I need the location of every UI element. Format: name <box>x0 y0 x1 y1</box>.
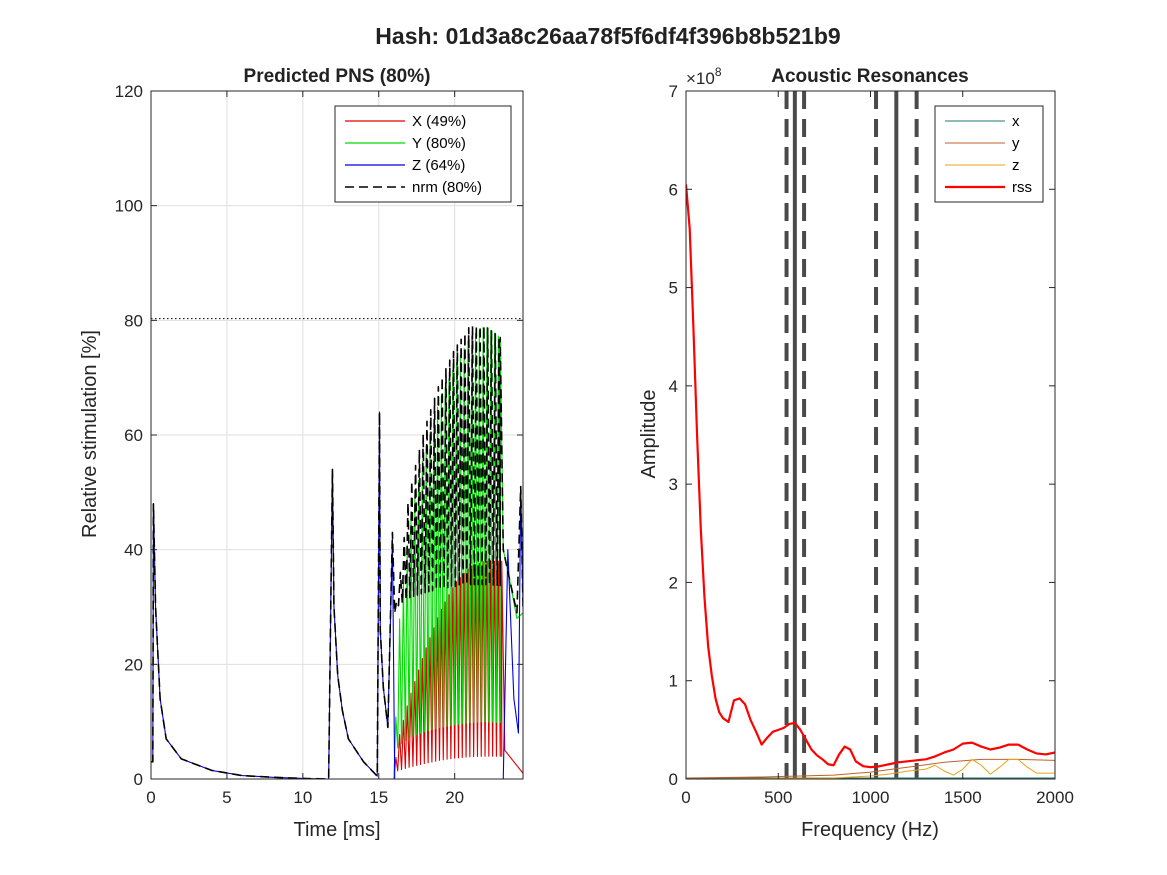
pns-x-tick-label: 20 <box>445 788 464 807</box>
acoustic-legend-label: x <box>1012 113 1020 130</box>
acoustic-x-tick-label: 2000 <box>1036 788 1074 807</box>
pns-legend-label: Z (64%) <box>412 157 465 174</box>
acoustic-legend-label: z <box>1012 157 1020 174</box>
pns-chart: Predicted PNS (80%) Time [ms] Relative s… <box>79 66 524 841</box>
pns-legend-box <box>334 105 512 203</box>
acoustic-y-tick-label: 1 <box>669 672 678 691</box>
acoustic-legend-label: y <box>1012 135 1020 152</box>
pns-y-tick-label: 120 <box>115 82 143 101</box>
acoustic-x-axis-label: Frequency (Hz) <box>801 819 939 841</box>
pns-y-tick-label: 0 <box>134 770 143 789</box>
acoustic-x-tick-label: 0 <box>681 788 690 807</box>
acoustic-legend: xyz rss <box>934 105 1044 203</box>
acoustic-chart-title: Acoustic Resonances <box>771 66 968 87</box>
acoustic-y-tick-label: 7 <box>669 82 678 101</box>
pns-y-axis-label: Relative stimulation [%] <box>79 330 101 538</box>
acoustic-plot-area <box>686 91 1055 779</box>
acoustic-x-tick-label: 500 <box>764 788 792 807</box>
pns-x-tick-label: 15 <box>369 788 388 807</box>
pns-x-tick-label: 10 <box>293 788 312 807</box>
acoustic-x-tick-label: 1500 <box>944 788 982 807</box>
acoustic-y-axis-label: Amplitude <box>638 390 660 479</box>
pns-x-axis-label: Time [ms] <box>293 819 380 841</box>
pns-x-tick-label: 5 <box>222 788 231 807</box>
pns-series-4 <box>151 325 523 779</box>
pns-y-tick-label: 80 <box>124 311 143 330</box>
acoustic-x-tick-label: 1000 <box>852 788 890 807</box>
acoustic-y-tick-label: 0 <box>669 770 678 789</box>
pns-legend-label: nrm (80%) <box>412 179 482 196</box>
acoustic-y-tick-label: 4 <box>669 377 678 396</box>
pns-legend-label: X (49%) <box>412 113 466 130</box>
pns-y-tick-label: 60 <box>124 426 143 445</box>
pns-y-tick-label: 40 <box>124 541 143 560</box>
pns-legend-label: Y (80%) <box>412 135 466 152</box>
acoustic-series-2 <box>686 758 1055 779</box>
acoustic-chart: Acoustic Resonances Frequency (Hz) Ampli… <box>638 65 1074 841</box>
acoustic-y-tick-label: 3 <box>669 475 678 494</box>
pns-series-2 <box>151 326 523 779</box>
acoustic-y-exponent: ×108 <box>686 65 722 88</box>
acoustic-series-3 <box>686 758 1055 779</box>
figure-suptitle: Hash: 01d3a8c26aa78f5f6df4f396b8b521b9 <box>375 23 840 49</box>
acoustic-y-tick-label: 6 <box>669 180 678 199</box>
acoustic-plot-content <box>686 91 1055 779</box>
acoustic-legend-label: rss <box>1012 179 1032 196</box>
pns-x-tick-label: 0 <box>146 788 155 807</box>
pns-y-tick-label: 20 <box>124 655 143 674</box>
pns-chart-title: Predicted PNS (80%) <box>244 66 431 87</box>
pns-legend: X (49%) Y (80%) Z (64%) nrm (80%) <box>334 105 512 203</box>
pns-series-1 <box>151 560 523 779</box>
pns-plot-content <box>151 318 523 779</box>
acoustic-series-4 <box>686 184 1055 769</box>
pns-y-tick-label: 100 <box>115 197 143 216</box>
acoustic-y-tick-label: 2 <box>669 573 678 592</box>
acoustic-y-tick-label: 5 <box>669 279 678 298</box>
